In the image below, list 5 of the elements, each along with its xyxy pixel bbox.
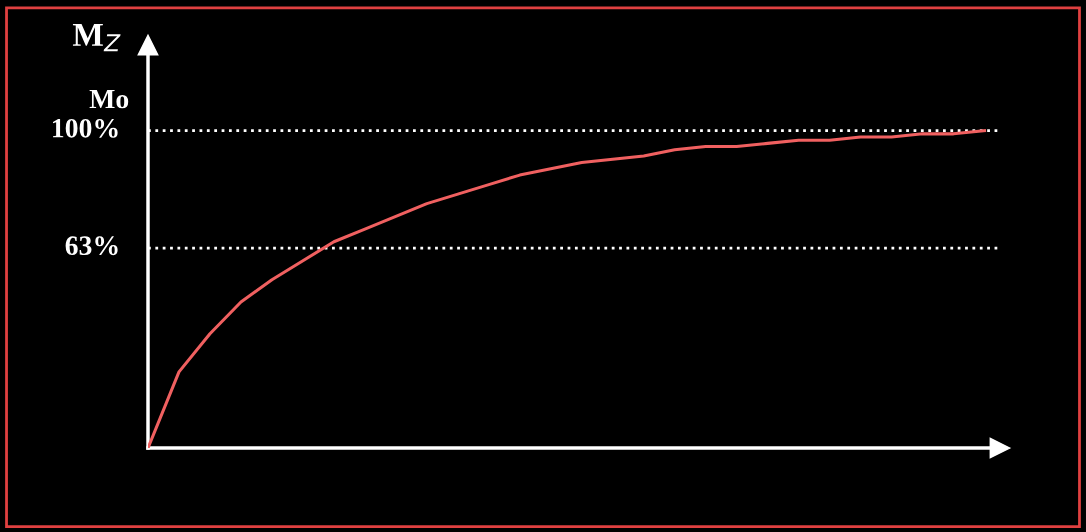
y-tick-label: 100% — [53, 118, 118, 138]
y-tick-label: 63% — [65, 236, 118, 256]
y-axis-title: M$_{Z}$ — [72, 23, 121, 52]
text: Mo — [89, 89, 129, 109]
line-series — [148, 129, 987, 448]
